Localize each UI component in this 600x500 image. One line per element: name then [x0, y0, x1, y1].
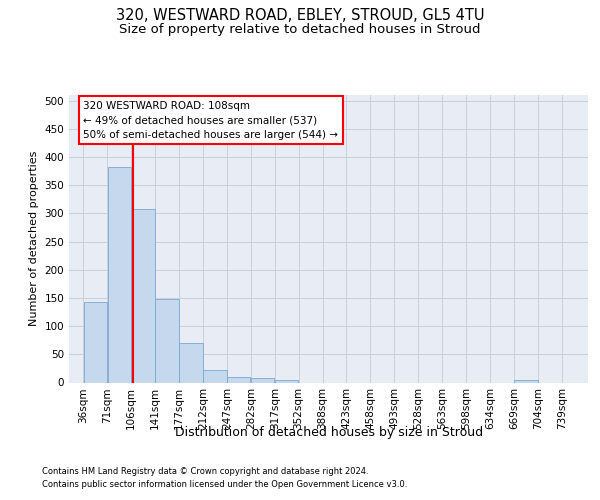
Bar — [83, 302, 107, 382]
Bar — [179, 343, 203, 382]
Bar — [107, 166, 131, 382]
Text: 320 WESTWARD ROAD: 108sqm
← 49% of detached houses are smaller (537)
50% of semi: 320 WESTWARD ROAD: 108sqm ← 49% of detac… — [83, 100, 338, 140]
Bar — [275, 380, 298, 382]
Bar — [131, 209, 155, 382]
Bar — [155, 299, 179, 382]
Bar — [251, 378, 274, 382]
Text: Contains HM Land Registry data © Crown copyright and database right 2024.: Contains HM Land Registry data © Crown c… — [42, 467, 368, 476]
Text: Size of property relative to detached houses in Stroud: Size of property relative to detached ho… — [119, 24, 481, 36]
Bar — [203, 370, 227, 382]
Bar — [514, 380, 538, 382]
Text: Distribution of detached houses by size in Stroud: Distribution of detached houses by size … — [175, 426, 483, 439]
Bar — [227, 377, 250, 382]
Text: 320, WESTWARD ROAD, EBLEY, STROUD, GL5 4TU: 320, WESTWARD ROAD, EBLEY, STROUD, GL5 4… — [116, 8, 484, 22]
Text: Contains public sector information licensed under the Open Government Licence v3: Contains public sector information licen… — [42, 480, 407, 489]
Y-axis label: Number of detached properties: Number of detached properties — [29, 151, 39, 326]
